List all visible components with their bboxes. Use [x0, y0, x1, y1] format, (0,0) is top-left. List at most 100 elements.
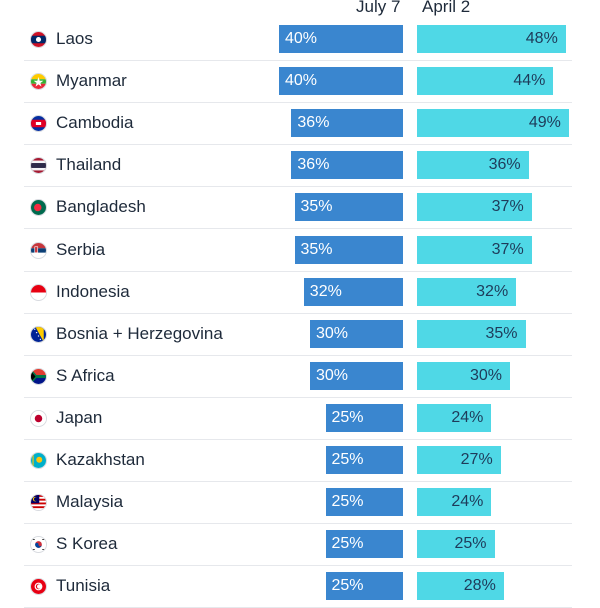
- country-label: Indonesia: [56, 281, 130, 301]
- chart-row: Kazakhstan 25% 27%: [0, 440, 600, 482]
- data-label-april-2: 27%: [460, 451, 493, 468]
- data-label-july-7: 30%: [316, 366, 349, 384]
- data-label-april-2: 28%: [463, 577, 496, 595]
- legend-july-7: July 7: [356, 0, 401, 16]
- country-label: Laos: [56, 29, 93, 48]
- bar-april-2: [417, 151, 529, 180]
- bar-july-7: [310, 361, 403, 390]
- data-label-july-7: 36%: [297, 114, 330, 132]
- data-label-july-7: 40%: [285, 72, 318, 90]
- bar-april-2: [417, 403, 492, 432]
- country-label: Bosnia + Herzegovina: [56, 323, 223, 343]
- data-label-july-7: 25%: [331, 451, 364, 468]
- chart-row: Serbia 35% 37%: [0, 230, 600, 272]
- bar-april-2: [417, 25, 566, 53]
- serbia-flag-icon: [30, 241, 47, 259]
- bar-july-7: [294, 235, 403, 264]
- bar-april-2: [417, 193, 532, 222]
- bar-july-7: [291, 109, 403, 138]
- south-korea-flag-icon: [30, 536, 47, 554]
- chart-row: Cambodia 36% 49%: [0, 103, 600, 146]
- bar-april-2: [417, 67, 554, 96]
- data-label-july-7: 25%: [331, 408, 364, 426]
- row-divider: [24, 228, 572, 230]
- data-label-july-7: 25%: [331, 577, 364, 595]
- bar-july-7: [291, 151, 403, 180]
- country-label: Bangladesh: [56, 197, 146, 217]
- bar-april-2: [417, 319, 526, 348]
- row-divider: [24, 354, 572, 356]
- bangladesh-flag-icon: [30, 199, 47, 217]
- data-label-april-2: 48%: [525, 30, 558, 47]
- row-divider: [24, 312, 572, 314]
- row-divider: [24, 270, 572, 272]
- bar-july-7: [279, 67, 403, 96]
- country-label: Cambodia: [56, 113, 134, 133]
- country-label: Thailand: [56, 155, 122, 175]
- row-divider: [24, 565, 572, 567]
- data-label-july-7: 40%: [285, 30, 318, 47]
- bar-april-2: [417, 446, 501, 474]
- tunisia-flag-icon: [30, 578, 47, 596]
- data-label-july-7: 36%: [297, 156, 330, 174]
- bar-july-7: [294, 193, 403, 222]
- data-label-april-2: 37%: [491, 198, 524, 216]
- data-label-april-2: 36%: [488, 156, 521, 174]
- bar-july-7: [303, 277, 403, 306]
- data-label-april-2: 32%: [476, 282, 509, 300]
- country-label: Japan: [56, 407, 103, 427]
- bar-april-2: [417, 277, 517, 306]
- cambodia-flag-icon: [30, 115, 47, 133]
- bar-july-7: [325, 446, 403, 474]
- chart-row: Myanmar 40% 44%: [0, 61, 600, 104]
- chart-row: S Korea 25% 25%: [0, 524, 600, 567]
- kazakhstan-flag-icon: [30, 452, 47, 469]
- bar-july-7: [325, 488, 403, 517]
- data-label-july-7: 35%: [300, 240, 333, 258]
- legend-april-2: April 2: [422, 0, 471, 16]
- data-label-april-2: 35%: [485, 324, 518, 342]
- data-label-july-7: 30%: [316, 324, 349, 342]
- thailand-flag-icon: [30, 157, 47, 175]
- japan-flag-icon: [30, 409, 47, 427]
- bar-april-2: [417, 361, 510, 390]
- data-label-april-2: 44%: [513, 72, 546, 90]
- bar-april-2: [417, 235, 532, 264]
- data-label-july-7: 25%: [331, 493, 364, 511]
- row-divider: [24, 102, 572, 104]
- data-label-april-2: 25%: [454, 535, 487, 553]
- data-label-april-2: 37%: [491, 240, 524, 258]
- myanmar-flag-icon: [30, 73, 47, 91]
- bar-july-7: [279, 25, 403, 53]
- data-label-july-7: 32%: [309, 282, 342, 300]
- bar-april-2: [417, 572, 504, 601]
- row-divider: [24, 438, 572, 440]
- row-divider: [24, 523, 572, 525]
- row-divider: [24, 144, 572, 146]
- chart-row: S Africa 30% 30%: [0, 356, 600, 398]
- bar-july-7: [325, 572, 403, 601]
- country-label: Malaysia: [56, 492, 124, 512]
- chart-row: Laos 40% 48%: [0, 19, 600, 61]
- row-divider: [24, 186, 572, 188]
- chart-row: Bangladesh 35% 37%: [0, 187, 600, 230]
- data-label-april-2: 24%: [451, 408, 484, 426]
- row-divider: [24, 60, 572, 61]
- country-label: Tunisia: [56, 576, 111, 596]
- data-label-july-7: 25%: [331, 535, 364, 553]
- chart-row: Bosnia + Herzegovina 30% 35%: [0, 314, 600, 356]
- country-label: Myanmar: [56, 71, 127, 91]
- bar-april-2: [417, 488, 492, 517]
- bar-july-7: [310, 319, 403, 348]
- malaysia-flag-icon: [30, 494, 47, 512]
- chart-row: Japan 25% 24%: [0, 398, 600, 440]
- country-label: Kazakhstan: [56, 450, 145, 469]
- data-label-july-7: 35%: [300, 198, 333, 216]
- chart-row: Tunisia 25% 28%: [0, 566, 600, 608]
- laos-flag-icon: [30, 31, 47, 48]
- chart-row: Malaysia 25% 24%: [0, 482, 600, 525]
- data-label-april-2: 30%: [469, 366, 502, 384]
- country-label: Serbia: [56, 239, 106, 259]
- bar-july-7: [325, 530, 403, 559]
- chart-row: Indonesia 32% 32%: [0, 272, 600, 314]
